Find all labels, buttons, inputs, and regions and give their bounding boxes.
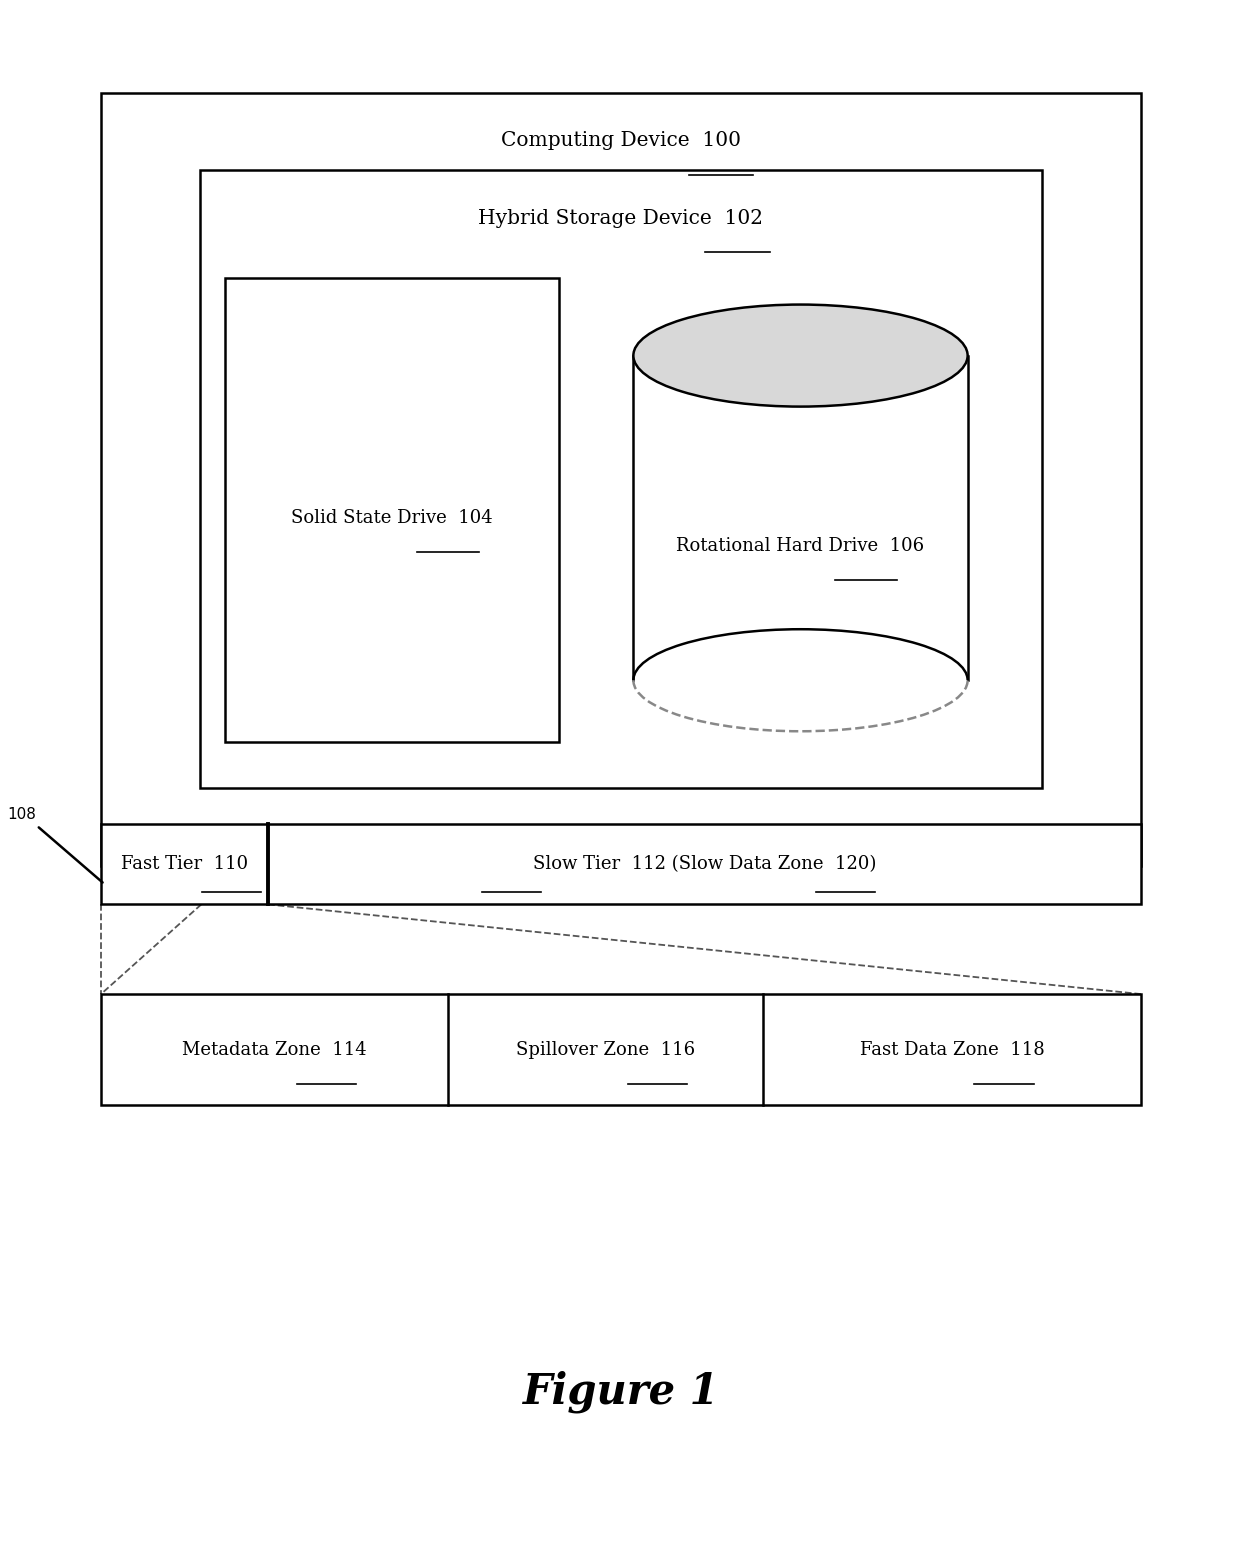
Text: Metadata Zone  114: Metadata Zone 114 <box>182 1040 367 1059</box>
Bar <box>200 170 1042 788</box>
Text: Computing Device  100: Computing Device 100 <box>501 131 742 150</box>
Text: Hybrid Storage Device  102: Hybrid Storage Device 102 <box>479 209 764 227</box>
Bar <box>224 278 559 742</box>
Bar <box>100 994 1141 1105</box>
Text: 108: 108 <box>7 807 37 822</box>
Text: Figure 1: Figure 1 <box>523 1370 719 1413</box>
Text: Fast Tier  110: Fast Tier 110 <box>122 855 248 873</box>
Text: Rotational Hard Drive  106: Rotational Hard Drive 106 <box>677 536 925 555</box>
Ellipse shape <box>634 305 967 407</box>
Bar <box>634 356 967 680</box>
Text: Fast Data Zone  118: Fast Data Zone 118 <box>859 1040 1044 1059</box>
Bar <box>100 824 1141 904</box>
Text: Spillover Zone  116: Spillover Zone 116 <box>516 1040 696 1059</box>
Text: Solid State Drive  104: Solid State Drive 104 <box>291 509 492 527</box>
Bar <box>100 93 1141 866</box>
Text: Slow Tier  112 (Slow Data Zone  120): Slow Tier 112 (Slow Data Zone 120) <box>533 855 877 873</box>
